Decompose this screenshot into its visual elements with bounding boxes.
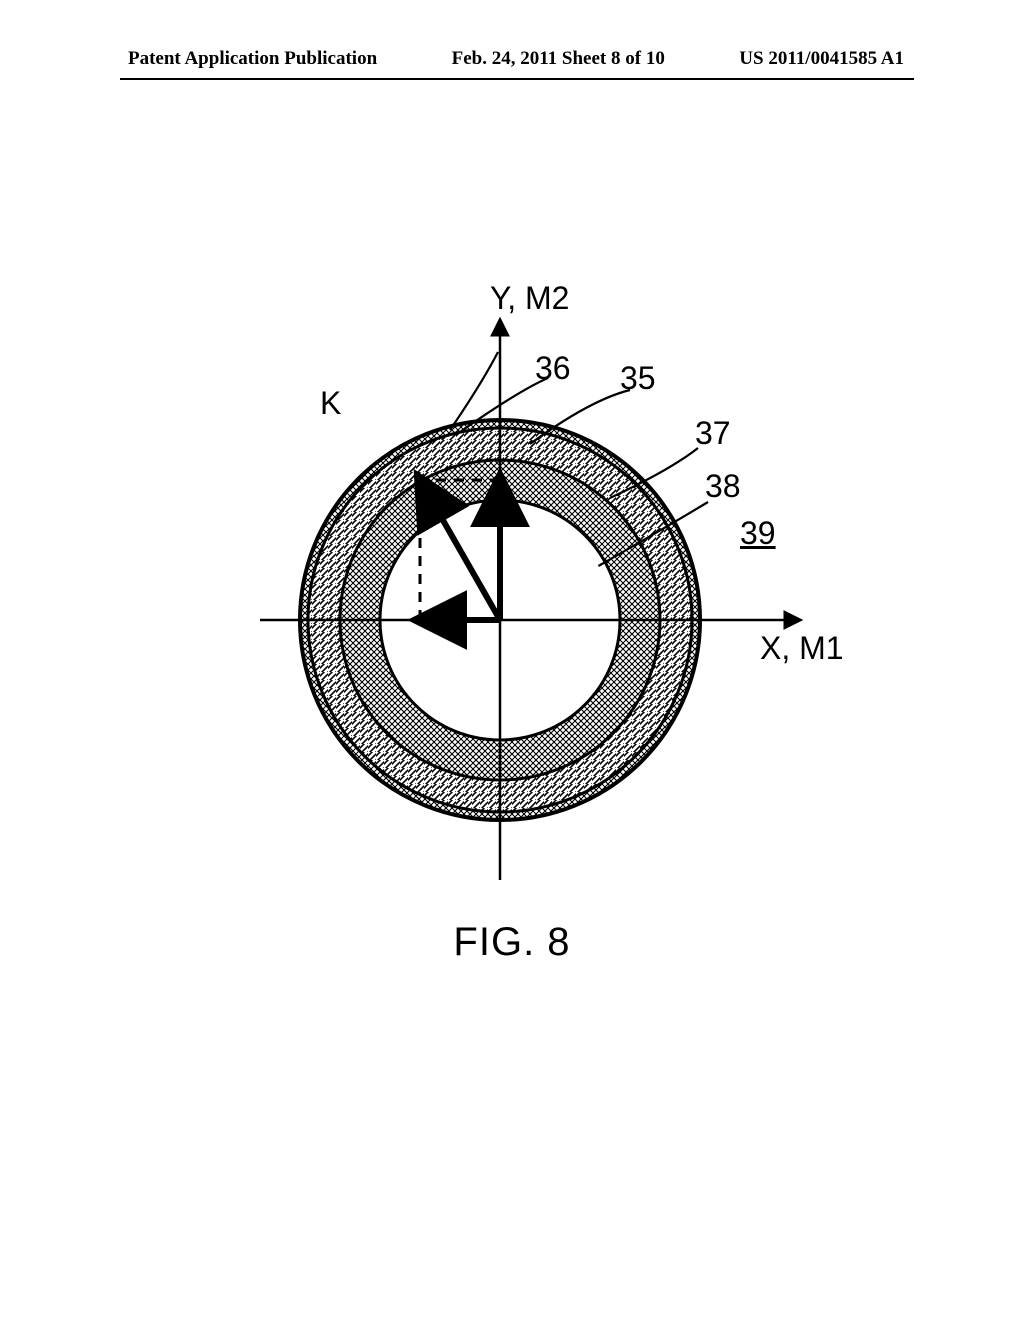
header-right: US 2011/0041585 A1 bbox=[739, 48, 904, 70]
figure-8: Y, M2 X, M1 K 36 35 37 38 39 bbox=[200, 280, 820, 900]
vector-k-label: K bbox=[320, 385, 341, 422]
figure-caption: FIG. 8 bbox=[0, 920, 1024, 965]
page-header: Patent Application Publication Feb. 24, … bbox=[0, 48, 1024, 70]
header-rule bbox=[120, 78, 914, 80]
ref-35-label: 35 bbox=[620, 360, 656, 397]
header-left: Patent Application Publication bbox=[128, 48, 377, 70]
header-center: Feb. 24, 2011 Sheet 8 of 10 bbox=[452, 48, 665, 70]
figure-svg bbox=[200, 280, 820, 900]
ref-36-label: 36 bbox=[535, 350, 571, 387]
axis-y-label: Y, M2 bbox=[490, 280, 569, 317]
ref-37-label: 37 bbox=[695, 415, 731, 452]
axis-x-label: X, M1 bbox=[760, 630, 844, 667]
ref-39-label: 39 bbox=[740, 515, 776, 552]
ref-38-label: 38 bbox=[705, 468, 741, 505]
